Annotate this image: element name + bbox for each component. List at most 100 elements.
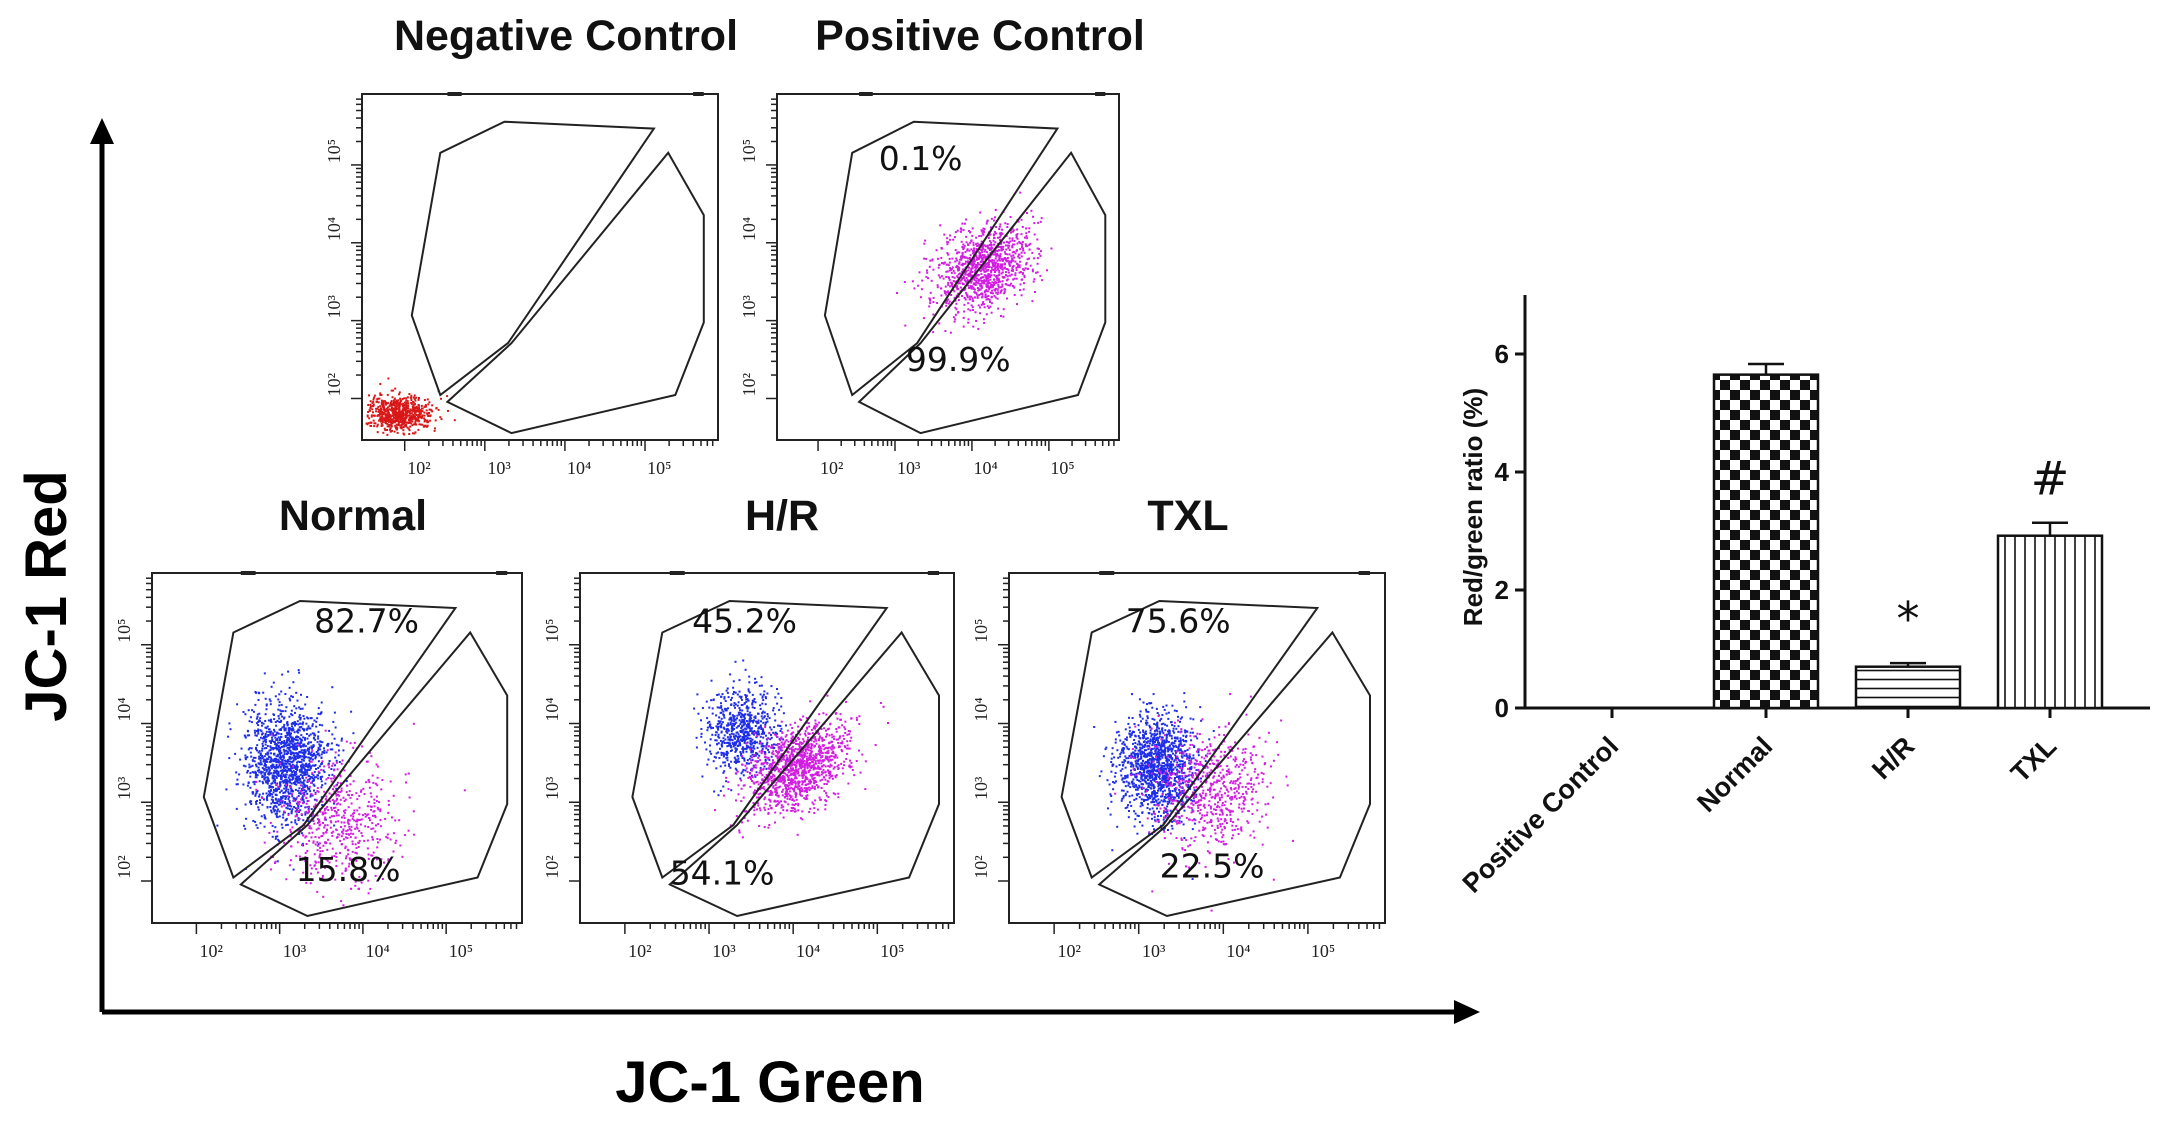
event-dot <box>290 767 293 770</box>
event-dot <box>739 738 742 741</box>
event-dot <box>1011 227 1014 230</box>
event-dot <box>1000 272 1003 275</box>
event-dot <box>742 736 745 739</box>
event-dot <box>756 746 759 749</box>
event-dot <box>1008 264 1011 267</box>
event-dot <box>256 774 259 777</box>
event-dot <box>778 724 781 727</box>
event-dot <box>284 798 287 800</box>
event-dot <box>726 759 729 762</box>
event-dot <box>724 700 727 702</box>
event-dot <box>271 782 274 785</box>
event-dot <box>992 268 995 271</box>
event-dot <box>280 742 283 745</box>
event-dot <box>381 413 383 416</box>
event-dot <box>286 722 288 725</box>
event-dot <box>343 811 346 814</box>
event-dot <box>308 825 311 828</box>
event-dot <box>769 726 772 729</box>
event-dot <box>921 279 924 282</box>
event-dot <box>391 408 394 411</box>
event-dot <box>745 742 748 745</box>
event-dot <box>330 777 333 780</box>
event-dot <box>757 721 760 724</box>
event-dot <box>972 287 975 290</box>
event-dot <box>973 247 976 250</box>
event-dot <box>367 853 370 856</box>
event-dot <box>283 716 286 719</box>
event-dot <box>304 856 307 859</box>
event-dot <box>300 781 303 784</box>
event-dot <box>301 722 304 725</box>
event-dot <box>747 731 750 734</box>
event-dot <box>416 406 419 409</box>
event-dot <box>988 240 991 243</box>
event-dot <box>340 737 343 740</box>
event-dot <box>726 756 729 759</box>
x-tick-label: 10⁴ <box>567 458 591 478</box>
event-dot <box>373 802 376 805</box>
event-dot <box>271 738 274 741</box>
y-tick-label: 10² <box>739 373 759 396</box>
event-dot <box>315 768 318 770</box>
event-dot <box>701 775 704 778</box>
event-dot <box>324 812 327 815</box>
event-dot <box>358 813 361 816</box>
event-dot <box>428 408 431 411</box>
event-dot <box>748 681 751 684</box>
event-dot <box>732 728 735 730</box>
event-dot <box>935 249 938 252</box>
event-dot <box>1006 268 1009 271</box>
event-dot <box>270 798 273 801</box>
event-dot <box>349 796 352 799</box>
event-dot <box>1005 271 1007 274</box>
event-dot <box>831 745 834 748</box>
event-dot <box>956 259 959 262</box>
event-dot <box>284 779 286 782</box>
event-dot <box>339 839 342 842</box>
event-dot <box>982 256 985 259</box>
event-dot <box>300 769 303 772</box>
event-dot <box>285 787 288 790</box>
event-dot <box>391 409 394 412</box>
event-dot <box>333 800 336 803</box>
event-dot <box>991 283 994 286</box>
event-dot <box>722 726 725 729</box>
event-dot <box>304 765 307 768</box>
event-dot <box>1003 290 1006 293</box>
event-dot <box>1023 276 1026 279</box>
event-dot <box>310 836 313 839</box>
event-dot <box>266 760 269 763</box>
event-dot <box>782 816 785 819</box>
event-dot <box>819 746 822 748</box>
event-dot <box>398 402 401 405</box>
event-dot <box>255 691 257 694</box>
event-dot <box>957 267 959 270</box>
event-dot <box>353 819 356 822</box>
event-dot <box>722 761 725 764</box>
event-dot <box>268 773 271 776</box>
event-dot <box>376 776 379 779</box>
event-dot <box>372 400 375 403</box>
event-dot <box>298 756 301 759</box>
event-dot <box>288 757 291 760</box>
event-dot <box>274 804 277 807</box>
event-dot <box>289 828 292 831</box>
event-dot <box>263 816 266 819</box>
event-dot <box>297 755 300 758</box>
event-dot <box>730 718 733 721</box>
event-dot <box>305 728 308 731</box>
event-dot <box>761 729 764 732</box>
event-dot <box>791 773 794 775</box>
event-dot <box>841 767 844 770</box>
event-dot <box>970 263 973 266</box>
event-dot <box>727 723 730 726</box>
event-dot <box>285 769 287 772</box>
event-dot <box>977 274 980 276</box>
event-dot <box>263 814 266 817</box>
event-dot <box>270 752 272 755</box>
event-dot <box>720 702 722 705</box>
event-dot <box>965 291 968 294</box>
event-dot <box>733 760 736 763</box>
event-dot <box>310 815 313 818</box>
